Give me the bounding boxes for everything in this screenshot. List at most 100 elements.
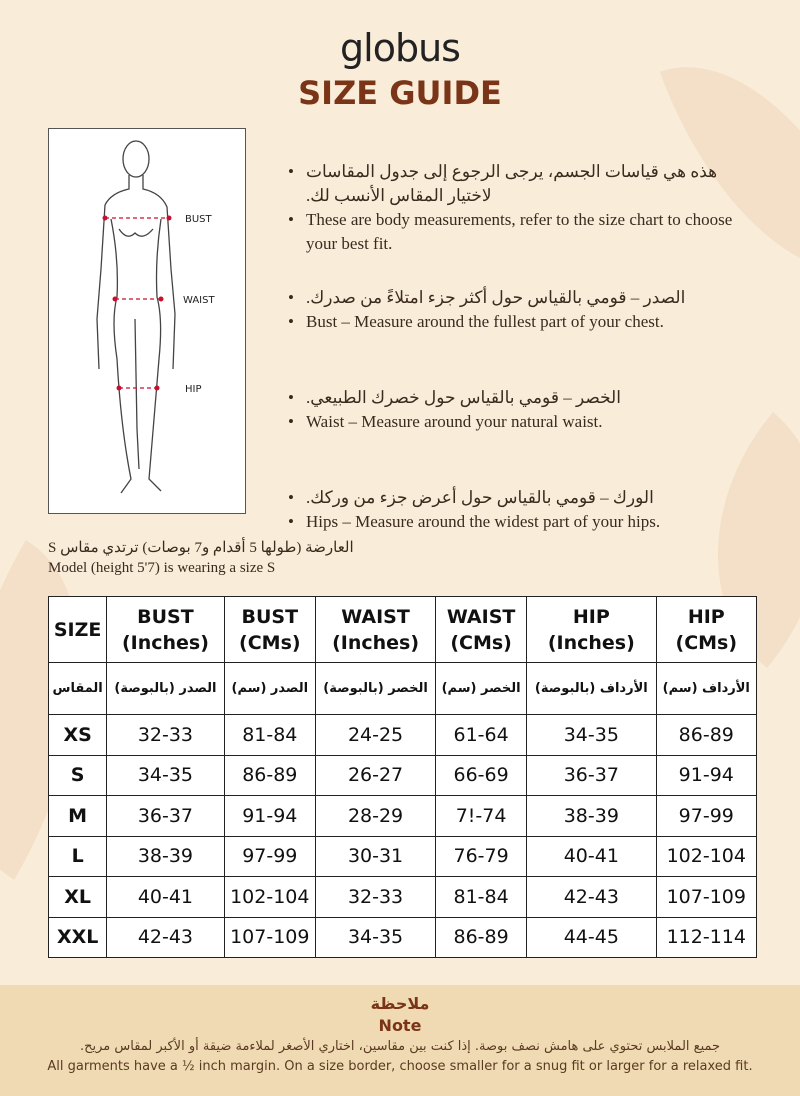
- measurement-cell: 91-94: [223, 795, 317, 837]
- measurement-figure: BUST WAIST HIP: [48, 128, 246, 514]
- header-row: SIZE BUST (Inches) BUST (CMs) WAIST (Inches) WA…: [47, 596, 758, 663]
- size-cell: L: [47, 835, 108, 877]
- measurement-instructions: • هذه هي قياسات الجسم، يرجى الرجوع إلى جد…: [288, 160, 758, 564]
- measurement-cell: 38-39: [526, 795, 657, 837]
- measurement-cell: 26-27: [315, 754, 437, 796]
- measurement-cell: 42-43: [106, 916, 225, 958]
- instruction-waist: • الخصر – قومي بالقياس حول خصرك الطبيعي. …: [288, 386, 758, 434]
- size-cell: XS: [47, 714, 108, 756]
- measurement-cell: 7!-74: [435, 795, 528, 837]
- measurement-cell: 34-35: [315, 916, 437, 958]
- column-header-arabic: الخصر (بالبوصة): [315, 662, 437, 715]
- header-row-arabic: المقاس الصدر (بالبوصة) الصدر (سم) الخصر (با…: [47, 662, 758, 715]
- model-info: العارضة (طولها 5 أقدام و7 بوصات) ترتدي م…: [48, 538, 354, 578]
- column-header-text: WAIST: [341, 605, 410, 628]
- measurement-cell: 36-37: [106, 795, 225, 837]
- column-header-arabic: الصدر (بالبوصة): [106, 662, 225, 715]
- column-header-text: HIP: [572, 605, 610, 628]
- measurement-cell: 97-99: [223, 835, 317, 877]
- brand-logo: globus: [340, 26, 461, 70]
- column-header: HIP (Inches): [526, 596, 657, 663]
- instruction-en: Bust – Measure around the fullest part o…: [306, 312, 664, 331]
- size-cell: XL: [47, 876, 108, 918]
- waist-label: WAIST: [183, 295, 215, 306]
- column-header-text: (Inches): [121, 631, 209, 654]
- size-cell: M: [47, 795, 108, 837]
- measurement-cell: 107-109: [223, 916, 317, 958]
- instruction-en: Waist – Measure around your natural wais…: [306, 412, 603, 431]
- model-info-en: Model (height 5'7) is wearing a size S: [48, 560, 276, 576]
- instruction-ar: الخصر – قومي بالقياس حول خصرك الطبيعي.: [306, 388, 621, 407]
- instruction-general: • هذه هي قياسات الجسم، يرجى الرجوع إلى جد…: [288, 160, 758, 256]
- measure-lines: [105, 217, 169, 389]
- measurement-cell: 34-35: [106, 754, 225, 796]
- measurement-cell: 102-104: [223, 876, 317, 918]
- column-header: BUST (CMs): [223, 596, 317, 663]
- measurement-cell: 40-41: [106, 876, 225, 918]
- column-header: SIZE: [47, 596, 108, 663]
- model-info-ar: العارضة (طولها 5 أقدام و7 بوصات) ترتدي م…: [48, 540, 354, 556]
- table-row: S 34-35 86-89 26-27 66-69 36-37 91-94: [47, 754, 758, 796]
- measurement-cell: 86-89: [223, 754, 317, 796]
- instruction-ar: هذه هي قياسات الجسم، يرجى الرجوع إلى جدو…: [306, 162, 718, 205]
- note-section: ملاحظة Note جميع الملابس تحتوي على هامش …: [0, 985, 800, 1096]
- instruction-en: These are body measurements, refer to th…: [306, 210, 733, 253]
- measurement-cell: 86-89: [435, 916, 528, 958]
- column-header-text: SIZE: [53, 618, 102, 641]
- measurement-cell: 81-84: [435, 876, 528, 918]
- column-header-text: (Inches): [332, 631, 420, 654]
- measurement-cell: 61-64: [435, 714, 528, 756]
- column-header-arabic: الصدر (سم): [223, 662, 317, 715]
- measurement-cell: 36-37: [526, 754, 657, 796]
- table-row: M 36-37 91-94 28-29 7!-74 38-39 97-99: [47, 795, 758, 837]
- measurement-cell: 42-43: [526, 876, 657, 918]
- measurement-cell: 107-109: [655, 876, 758, 918]
- size-cell: XXL: [47, 916, 108, 958]
- column-header-text: (CMs): [675, 631, 738, 654]
- instruction-hips: • الورك – قومي بالقياس حول أعرض جزء من ور…: [288, 486, 758, 534]
- measurement-cell: 76-79: [435, 835, 528, 877]
- measurement-cell: 38-39: [106, 835, 225, 877]
- instruction-en: Hips – Measure around the widest part of…: [306, 512, 661, 531]
- column-header: HIP (CMs): [655, 596, 758, 663]
- column-header-text: (CMs): [239, 631, 301, 654]
- column-header-text: (Inches): [547, 631, 635, 654]
- hip-label: HIP: [185, 384, 202, 395]
- column-header-text: BUST: [241, 605, 299, 628]
- instruction-ar: الصدر – قومي بالقياس حول أكثر جزء امتلاء…: [306, 288, 686, 307]
- note-title-en: Note: [378, 1016, 422, 1035]
- column-header-arabic: الخصر (سم): [435, 662, 528, 715]
- measurement-cell: 66-69: [435, 754, 528, 796]
- measurement-cell: 40-41: [526, 835, 657, 877]
- note-text-en: All garments have a ½ inch margin. On a …: [47, 1059, 753, 1074]
- column-header: WAIST (Inches): [315, 596, 437, 663]
- column-header-text: BUST: [137, 605, 194, 628]
- measurement-cell: 91-94: [655, 754, 758, 796]
- measurement-cell: 97-99: [655, 795, 758, 837]
- body-outline-illustration: BUST WAIST HIP: [96, 140, 215, 494]
- measurement-cell: 24-25: [315, 714, 437, 756]
- note-text-ar: جميع الملابس تحتوي على هامش نصف بوصة. إذ…: [79, 1039, 721, 1054]
- measurement-cell: 32-33: [106, 714, 225, 756]
- column-header: WAIST (CMs): [435, 596, 528, 663]
- measurement-cell: 86-89: [655, 714, 758, 756]
- measurement-cell: 112-114: [655, 916, 758, 958]
- table-row: L 38-39 97-99 30-31 76-79 40-41 102-104: [47, 835, 758, 877]
- column-header-text: (CMs): [450, 631, 512, 654]
- bust-label: BUST: [185, 214, 213, 225]
- measurement-cell: 30-31: [315, 835, 437, 877]
- measurement-cell: 34-35: [526, 714, 657, 756]
- measurement-cell: 102-104: [655, 835, 758, 877]
- column-header: BUST (Inches): [106, 596, 225, 663]
- measurement-cell: 44-45: [526, 916, 657, 958]
- column-header-arabic: الأرداف (بالبوصة): [526, 662, 657, 715]
- column-header-arabic: المقاس: [47, 662, 108, 715]
- page-title: SIZE GUIDE: [298, 74, 502, 112]
- table-row: XXL 42-43 107-109 34-35 86-89 44-45 112-114: [47, 916, 758, 958]
- instruction-bust: • الصدر – قومي بالقياس حول أكثر جزء امتلا…: [288, 286, 758, 334]
- note-title-ar: ملاحظة: [370, 994, 430, 1013]
- size-cell: S: [47, 754, 108, 796]
- measurement-cell: 28-29: [315, 795, 437, 837]
- measurement-cell: 32-33: [315, 876, 437, 918]
- size-chart-table: SIZE BUST (Inches) BUST (CMs) WAIST (Inches) WA…: [47, 596, 758, 958]
